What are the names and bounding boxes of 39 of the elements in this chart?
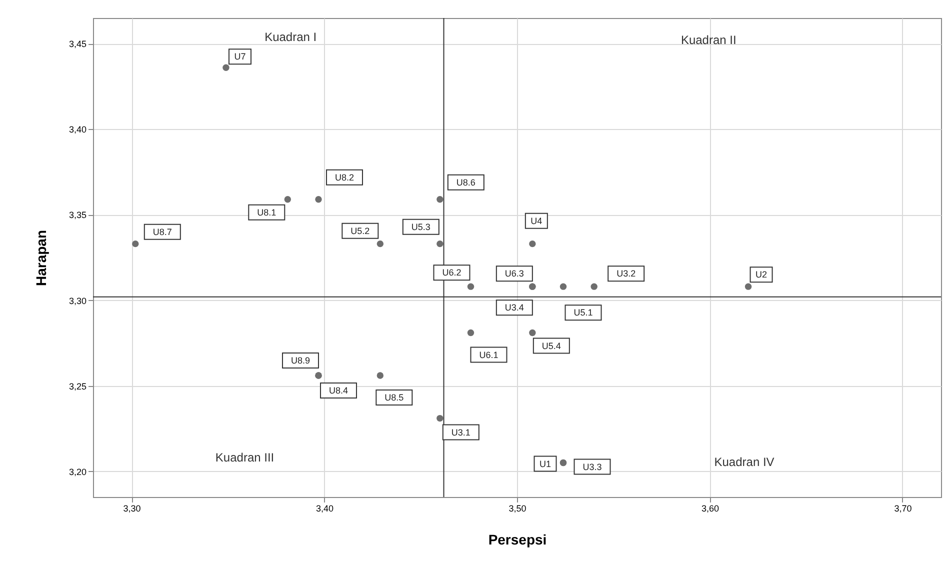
series-label: U5.3: [411, 222, 430, 232]
series-label: U1: [539, 458, 552, 469]
x-tick-label: 3,30: [123, 504, 141, 514]
y-tick-label: 3,40: [68, 124, 86, 135]
series-label: U6.3: [504, 268, 524, 279]
text: U8.2: [334, 172, 354, 182]
series-label: U8.7: [152, 226, 172, 237]
x-tick-label: 3,60: [701, 504, 719, 514]
series-label: U3.4: [504, 302, 524, 313]
series-label: U4: [530, 216, 542, 226]
x-tick-label: 3,50: [508, 504, 526, 514]
series-label: U8.1: [257, 207, 276, 218]
series-label: U2: [756, 270, 768, 280]
series-label: U3.3: [582, 462, 602, 472]
series-label: U5.4: [542, 340, 561, 351]
x-tick-label: 3,70: [894, 504, 912, 514]
y-axis-title: Harapan: [32, 230, 49, 286]
series-label: U6.2: [442, 268, 462, 278]
text: U3.2: [616, 268, 636, 279]
y-tick-label: 3,35: [68, 210, 86, 220]
series-label: U6.1: [479, 350, 498, 360]
annotation: Kuadran I: [264, 30, 317, 44]
x-tick-label: 3,40: [316, 504, 334, 514]
y-tick-label: 3,20: [68, 466, 86, 477]
series-label: U8.9: [290, 356, 310, 366]
y-tick-label: 3,25: [68, 381, 86, 392]
y-tick-label: 3,45: [68, 39, 86, 50]
series-label: U7: [234, 52, 246, 62]
y-tick-label: 3,30: [68, 296, 86, 306]
annotation: Kuadran III: [215, 450, 274, 465]
series-label: U3.1: [451, 427, 470, 438]
series-label: U8.4: [328, 386, 348, 396]
annotation: Kuadran IV: [714, 455, 774, 470]
annotation: Kuadran II: [680, 33, 736, 48]
series-label: U8.5: [384, 392, 404, 403]
text: U5.1: [574, 308, 593, 318]
x-axis-title: Persepsi: [488, 532, 547, 548]
series-label: U8.6: [456, 177, 476, 188]
series-label: U5.2: [350, 226, 370, 236]
